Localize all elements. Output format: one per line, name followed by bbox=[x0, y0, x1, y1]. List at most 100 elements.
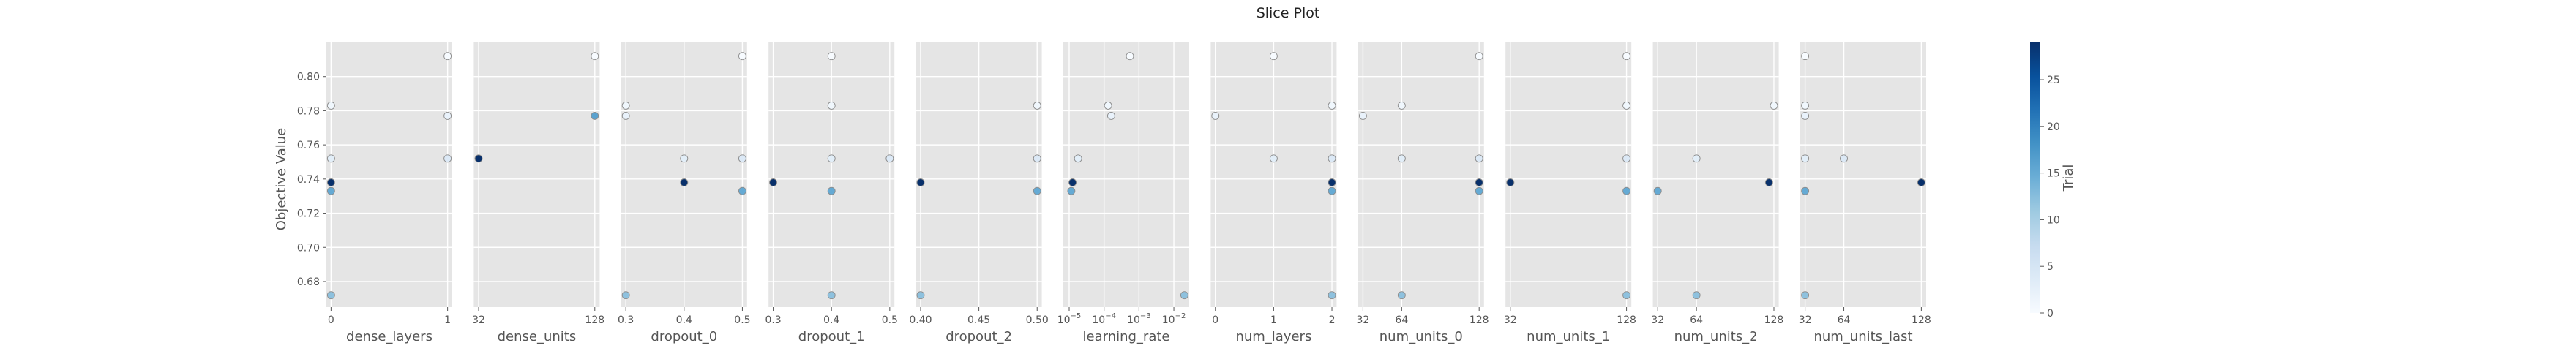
data-point bbox=[1840, 154, 1848, 163]
data-point bbox=[1801, 101, 1810, 110]
x-axis-label: dense_layers bbox=[346, 329, 433, 344]
x-tick-label: 128 bbox=[585, 314, 604, 326]
data-point bbox=[1180, 291, 1188, 300]
data-point bbox=[1622, 52, 1631, 61]
x-tick-label: 0.5 bbox=[882, 314, 898, 326]
y-tick-label: 0.68 bbox=[297, 276, 320, 288]
slice-panel-dense-layers: 0 1 0.68 0.70 0.72 0.74 0.76 0.78 0.80 dense_laye… bbox=[297, 42, 452, 344]
data-point bbox=[1397, 154, 1406, 163]
data-point bbox=[1328, 154, 1336, 163]
x-tick-label: 0 bbox=[1212, 314, 1218, 326]
data-point bbox=[827, 154, 836, 163]
data-point bbox=[326, 178, 335, 186]
y-tick-label: 0.78 bbox=[297, 105, 320, 117]
slice-panel-dropout-0: 0.3 0.4 0.5 dropout_0 bbox=[618, 42, 751, 344]
data-point bbox=[738, 52, 746, 61]
data-point bbox=[1801, 111, 1810, 120]
x-axis-label: dropout_0 bbox=[651, 329, 717, 344]
data-point bbox=[621, 291, 630, 300]
x-tick-label: 0.5 bbox=[734, 314, 750, 326]
slice-panel-learning-rate: 10−5 10−4 10−3 10−2 learning_rate bbox=[1057, 42, 1189, 344]
colorbar-tick-label: 25 bbox=[2047, 75, 2060, 86]
x-axis-label: dense_units bbox=[498, 329, 577, 344]
data-point bbox=[1397, 101, 1406, 110]
x-tick-exponent: −4 bbox=[1105, 312, 1116, 320]
data-point bbox=[1269, 52, 1278, 61]
data-point bbox=[1328, 101, 1336, 110]
x-tick-label: 128 bbox=[1469, 314, 1489, 326]
data-point bbox=[326, 154, 335, 163]
chart-title: Slice Plot bbox=[1257, 5, 1320, 21]
colorbar-tick-label: 20 bbox=[2047, 121, 2060, 133]
colorbar-gradient bbox=[2030, 42, 2040, 313]
x-axis-label: num_units_last bbox=[1813, 329, 1912, 344]
slice-panel-num-units-1: 32 128 num_units_1 bbox=[1504, 42, 1636, 344]
data-point bbox=[1033, 186, 1041, 195]
data-point bbox=[1770, 101, 1778, 110]
x-tick-label: 128 bbox=[1764, 314, 1784, 326]
x-tick-label: 128 bbox=[1617, 314, 1636, 326]
x-axis-label: dropout_2 bbox=[946, 329, 1012, 344]
x-tick-label: 1 bbox=[1270, 314, 1277, 326]
data-point bbox=[1692, 154, 1701, 163]
x-tick-exponent: −2 bbox=[1175, 312, 1186, 320]
data-point bbox=[1801, 291, 1810, 300]
data-point bbox=[1506, 178, 1515, 186]
x-tick-label: 0.45 bbox=[967, 314, 990, 326]
y-tick-label: 0.70 bbox=[297, 242, 320, 254]
data-point bbox=[1475, 186, 1483, 195]
slice-panel-num-layers: 0 1 2 num_layers bbox=[1210, 42, 1337, 344]
data-point bbox=[916, 291, 925, 300]
x-tick-label: 64 bbox=[1395, 314, 1408, 326]
panels: 0 1 0.68 0.70 0.72 0.74 0.76 0.78 0.80 dense_laye… bbox=[297, 42, 1931, 344]
data-point bbox=[443, 111, 452, 120]
y-tick-label: 0.72 bbox=[297, 208, 320, 220]
data-point bbox=[1801, 154, 1810, 163]
x-tick-label: 10−4 bbox=[1092, 312, 1116, 326]
data-point bbox=[591, 111, 599, 120]
data-point bbox=[1764, 178, 1773, 186]
colorbar-tick-label: 5 bbox=[2047, 261, 2053, 273]
panel-background bbox=[1505, 42, 1632, 307]
data-point bbox=[1068, 178, 1077, 186]
data-point bbox=[1067, 186, 1076, 195]
data-point bbox=[1328, 291, 1336, 300]
panel-background bbox=[1652, 42, 1779, 307]
x-tick-label: 0.50 bbox=[1026, 314, 1049, 326]
data-point bbox=[1622, 186, 1631, 195]
x-tick-label: 2 bbox=[1329, 314, 1336, 326]
panel-background bbox=[326, 42, 452, 307]
data-point bbox=[326, 291, 335, 300]
x-tick-label: 0.4 bbox=[676, 314, 692, 326]
x-axis-label: learning_rate bbox=[1083, 329, 1170, 344]
slice-panel-num-units-0: 32 64 128 num_units_0 bbox=[1357, 42, 1489, 344]
x-tick-label: 0.40 bbox=[909, 314, 932, 326]
x-tick-label: 32 bbox=[1357, 314, 1370, 326]
panel-background bbox=[473, 42, 600, 307]
data-point bbox=[591, 52, 599, 61]
x-tick-label: 128 bbox=[1912, 314, 1931, 326]
data-point bbox=[916, 178, 925, 186]
x-tick-exponent: −5 bbox=[1071, 312, 1082, 320]
data-point bbox=[827, 291, 836, 300]
data-point bbox=[1328, 178, 1336, 186]
colorbar-tick-label: 10 bbox=[2047, 214, 2060, 226]
data-point bbox=[1033, 101, 1041, 110]
data-point bbox=[621, 101, 630, 110]
data-point bbox=[738, 154, 746, 163]
data-point bbox=[738, 186, 746, 195]
panel-background bbox=[1063, 42, 1189, 307]
data-point bbox=[827, 101, 836, 110]
data-point bbox=[1801, 52, 1810, 61]
data-point bbox=[1622, 101, 1631, 110]
panel-background bbox=[1358, 42, 1484, 307]
colorbar-label: Trial bbox=[2061, 165, 2076, 192]
data-point bbox=[1033, 154, 1041, 163]
data-point bbox=[1692, 291, 1701, 300]
data-point bbox=[680, 178, 689, 186]
data-point bbox=[1074, 154, 1082, 163]
x-tick-label: 32 bbox=[1799, 314, 1812, 326]
data-point bbox=[1653, 186, 1662, 195]
